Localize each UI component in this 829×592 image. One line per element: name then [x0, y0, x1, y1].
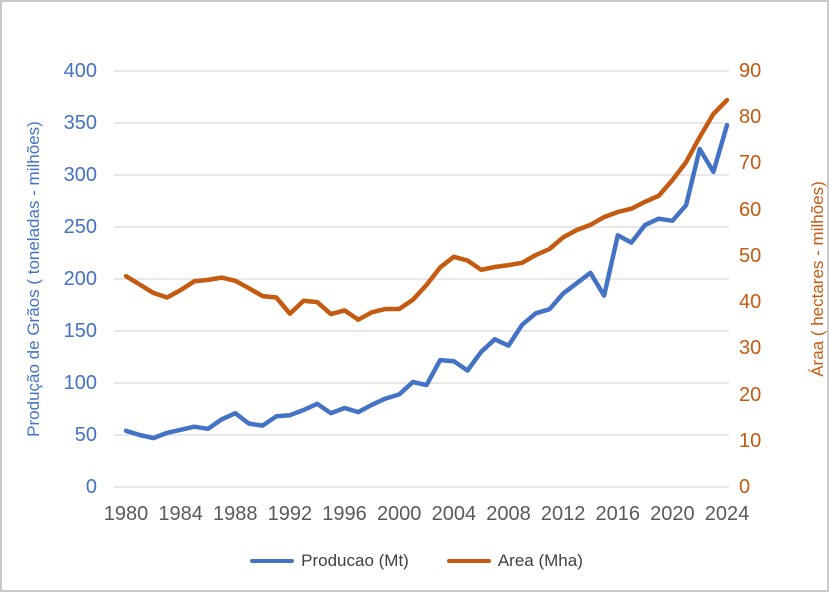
left-axis-title: Produção de Grãos ( toneladas - milhões) [24, 121, 43, 437]
right-axis-tick-label: 50 [739, 244, 762, 267]
x-axis-tick-label: 2020 [650, 503, 695, 525]
left-axis-tick-label: 100 [63, 372, 97, 394]
x-axis-tick-label: 2008 [486, 503, 531, 525]
legend-item-area[interactable]: Area (Mha) [446, 551, 583, 571]
x-axis-tick-label: 2004 [431, 503, 477, 525]
right-axis-title: Áraa ( hectares - milhões) [808, 181, 827, 377]
series-line-area[interactable] [123, 97, 730, 322]
left-axis-tick-label: 200 [63, 268, 97, 290]
legend-label-producao: Producao (Mt) [301, 551, 409, 570]
right-axis-tick-label: 80 [739, 106, 762, 129]
left-axis-tick-label: 50 [74, 424, 97, 446]
producao-line-swatch [250, 558, 295, 564]
x-axis-tick-label: 2012 [540, 503, 586, 525]
right-axis-tick-label: 10 [739, 429, 762, 452]
x-axis-tick-label: 1980 [103, 503, 149, 525]
right-axis-tick-label: 90 [739, 60, 762, 82]
right-axis-tick-label: 60 [739, 198, 762, 221]
right-axis-tick-label: 70 [739, 152, 762, 175]
right-axis-tick-label: 0 [739, 476, 751, 498]
x-axis-tick-label: 1988 [213, 503, 258, 525]
legend-label-area: Area (Mha) [497, 551, 583, 570]
left-axis-tick-label: 0 [85, 476, 97, 498]
left-axis-tick-label: 300 [63, 164, 97, 186]
left-axis-tick-label: 150 [63, 320, 97, 342]
x-axis-tick-label: 2016 [595, 503, 641, 525]
right-axis-tick-label: 20 [739, 383, 762, 406]
left-axis-tick-label: 250 [63, 216, 97, 238]
left-axis-tick-label: 350 [63, 112, 97, 134]
series-line-producao[interactable] [123, 122, 730, 441]
legend: Producao (Mt) Area (Mha) [2, 546, 827, 576]
x-axis-tick-label: 2000 [376, 503, 422, 525]
x-axis-tick-label: 1984 [158, 503, 203, 525]
right-axis-tick-label: 40 [739, 291, 762, 314]
area-line-swatch [446, 558, 491, 564]
x-axis-tick-label: 2024 [704, 503, 750, 525]
x-axis-tick-label: 1992 [267, 503, 313, 525]
x-axis-tick-label: 1996 [322, 503, 367, 525]
right-axis-tick-label: 30 [739, 337, 762, 360]
legend-item-producao[interactable]: Producao (Mt) [250, 551, 409, 571]
left-axis-tick-label: 400 [63, 60, 97, 82]
